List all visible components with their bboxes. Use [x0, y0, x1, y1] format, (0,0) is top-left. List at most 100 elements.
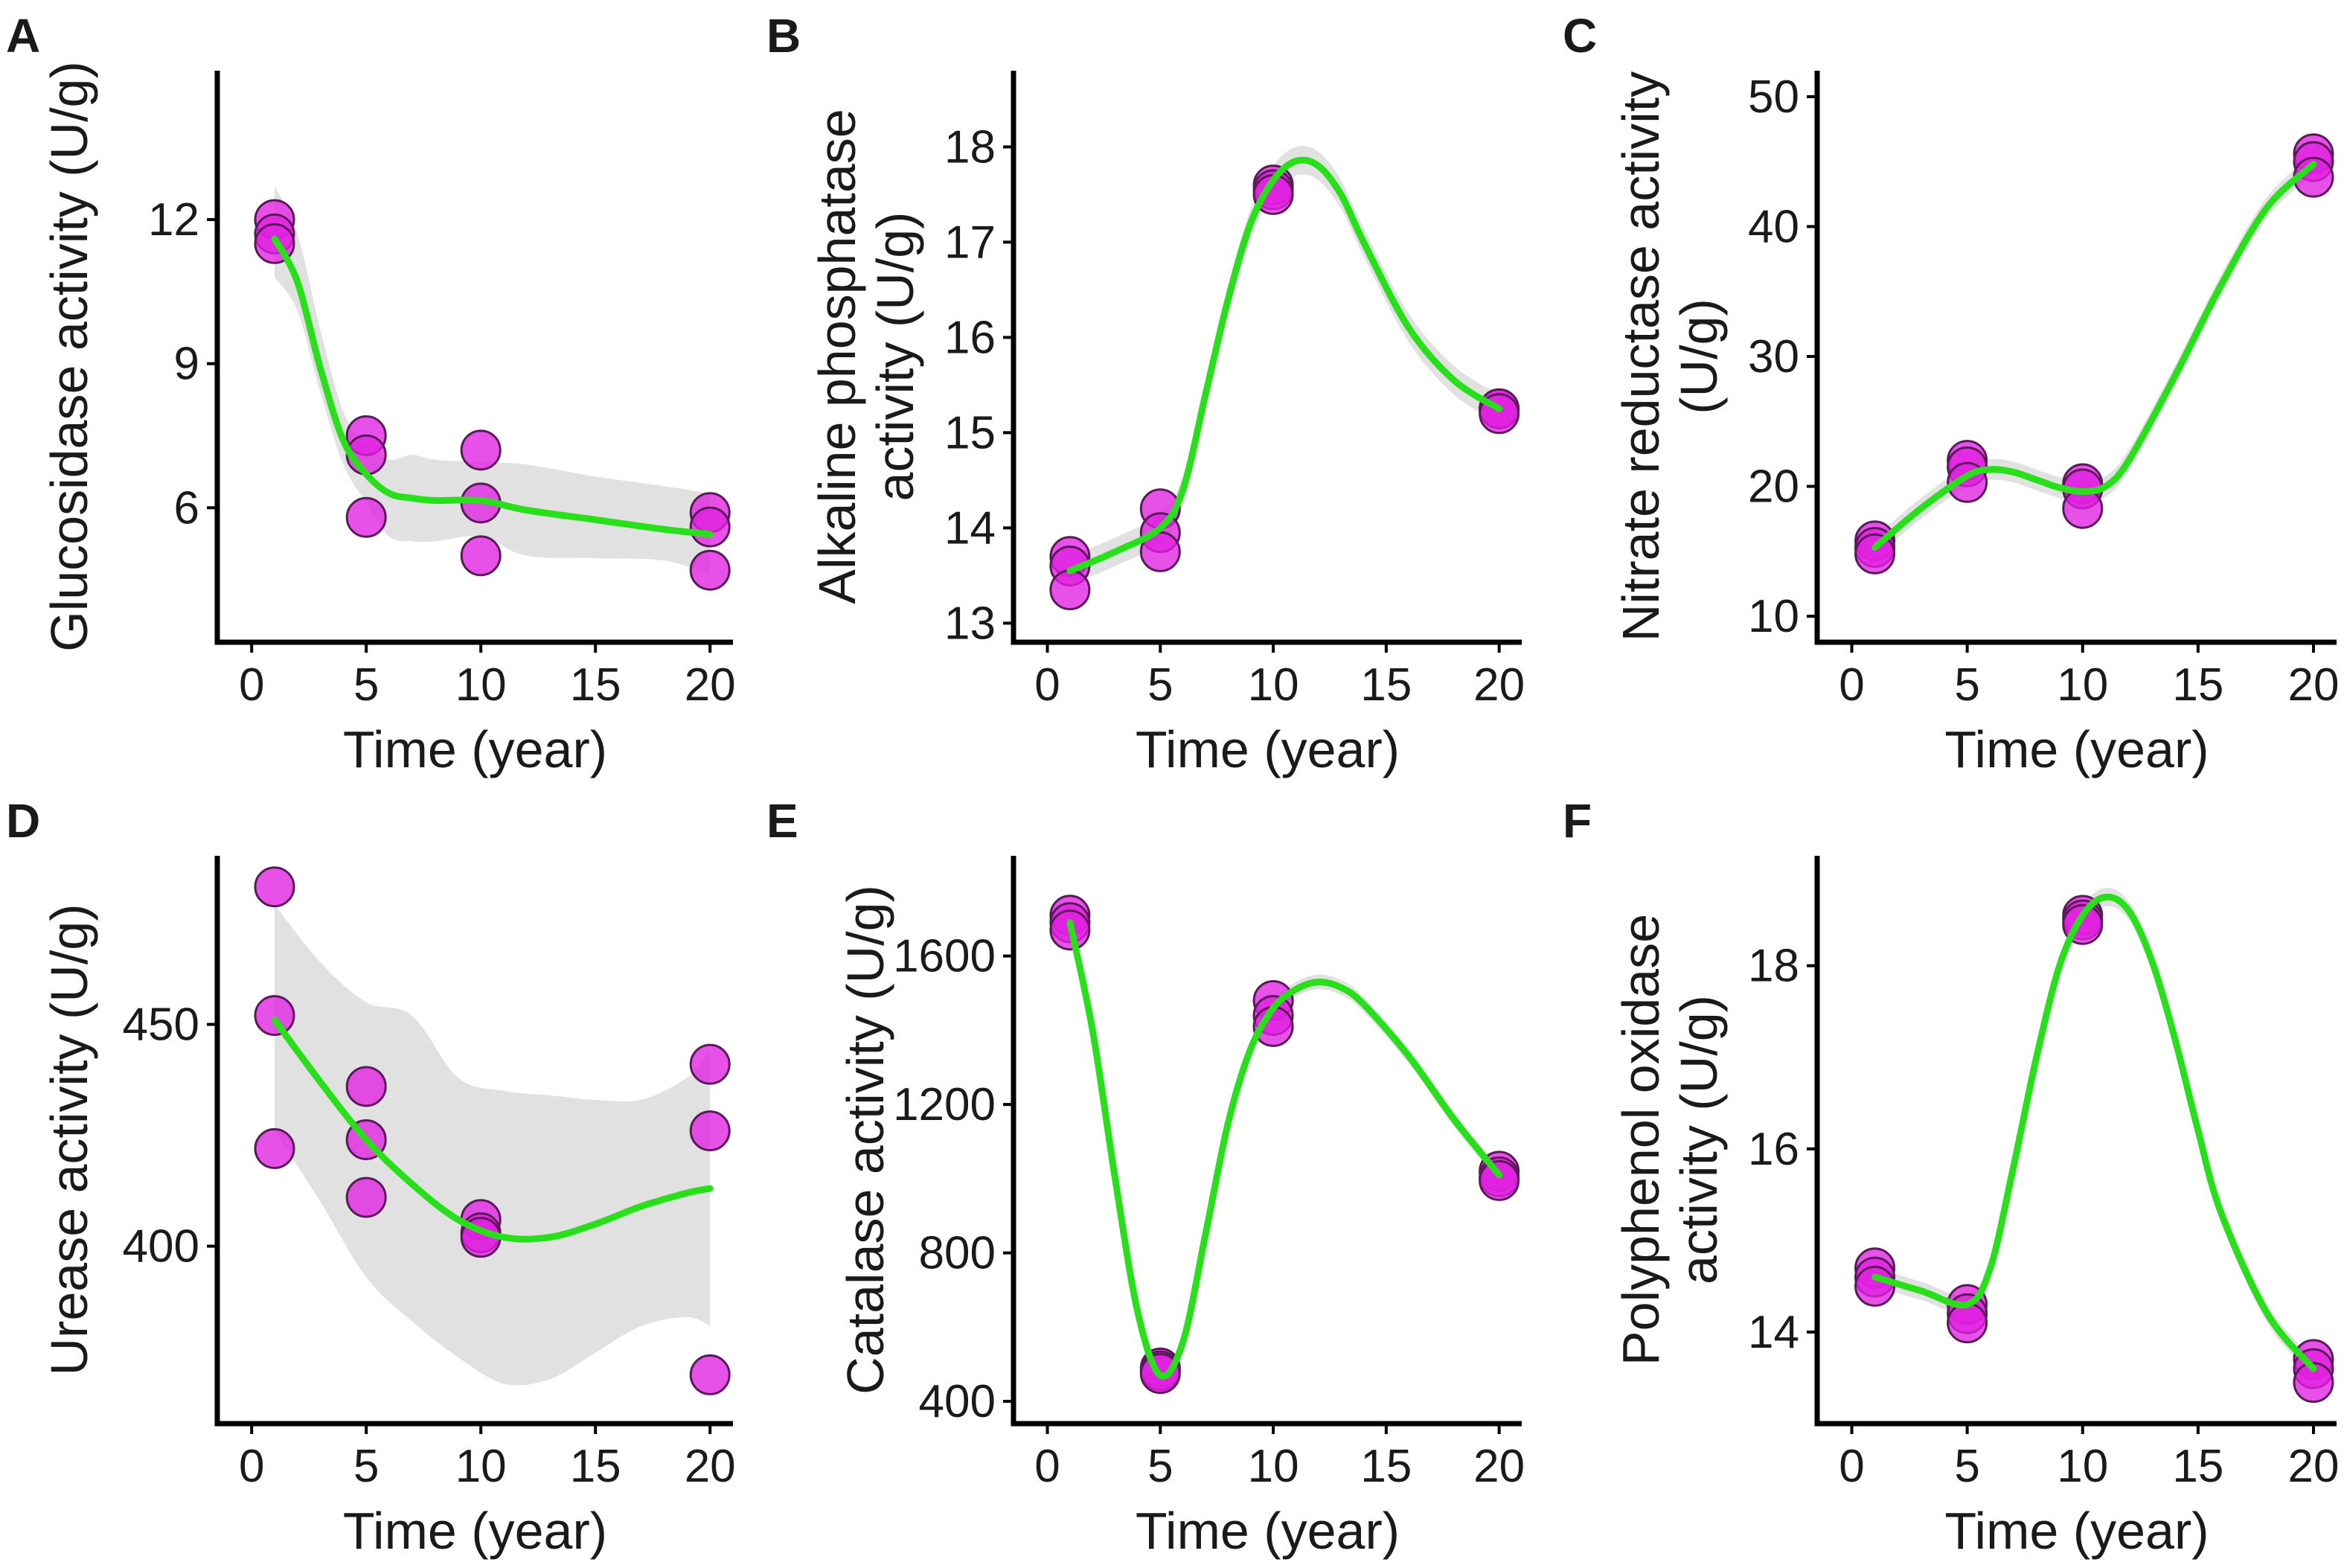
y-axis-title: (U/g): [1670, 298, 1728, 415]
trend-line: [1066, 919, 1503, 1380]
panel-b: B 0 5 10 15 20 13 14 15 16 17 18 Time (year) Alkaline…: [766, 9, 1525, 778]
trend-line: [1871, 161, 2317, 551]
y-tick-label: 800: [919, 1228, 996, 1279]
x-tick-label: 5: [1954, 659, 1979, 711]
x-tick-label: 5: [1147, 659, 1173, 711]
y-tick-label: 30: [1748, 331, 1799, 383]
y-tick-label: 12: [148, 194, 199, 246]
panel-a: A 0 5 10 15 20 6 9 12 Time (year) Glucosidase acti…: [6, 9, 736, 778]
panel-letter: E: [766, 794, 798, 848]
data-point: [1854, 1265, 1896, 1307]
panel-c: C 0 5 10 15 20 10 20 30 40 50 Time (year) Nitrate re…: [1563, 9, 2339, 778]
y-axis-title: Catalase activity (U/g): [836, 885, 894, 1395]
x-tick-label: 20: [1473, 1441, 1525, 1492]
x-tick-label: 0: [239, 1441, 264, 1492]
x-tick-label: 15: [1360, 659, 1412, 711]
y-tick-label: 400: [123, 1221, 199, 1273]
data-point: [345, 496, 387, 538]
x-tick-label: 20: [1473, 659, 1525, 711]
x-tick-label: 10: [2057, 659, 2108, 711]
y-tick-label: 15: [944, 407, 996, 458]
x-tick-label: 10: [455, 659, 507, 711]
y-tick-label: 400: [919, 1376, 996, 1427]
x-tick-label: 15: [570, 1441, 621, 1492]
x-tick-label: 15: [2172, 1441, 2223, 1492]
x-tick-label: 20: [685, 659, 736, 711]
data-point: [345, 1177, 387, 1218]
data-point: [1049, 569, 1091, 611]
data-point: [2062, 487, 2104, 529]
y-tick-label: 20: [1748, 461, 1799, 513]
x-axis-title: Time (year): [1944, 1502, 2209, 1560]
y-axis-title: activity (U/g): [866, 212, 924, 502]
y-tick-label: 50: [1748, 71, 1799, 123]
panel-letter: A: [6, 9, 40, 63]
y-axis-title: Polyphenol oxidase: [1612, 914, 1670, 1366]
data-point: [254, 1127, 295, 1169]
x-tick-label: 0: [1839, 659, 1864, 711]
trend-line: [271, 235, 714, 538]
x-tick-label: 5: [353, 659, 379, 711]
x-tick-label: 10: [1248, 659, 1299, 711]
y-tick-label: 450: [123, 999, 199, 1051]
panel-f: F 0 5 10 15 20 14 16 18 Time (year) Polyphenol oxi…: [1563, 794, 2339, 1560]
data-point: [254, 995, 295, 1037]
x-tick-label: 0: [1034, 659, 1060, 711]
data-point: [460, 429, 502, 471]
x-tick-label: 20: [2287, 659, 2339, 711]
y-tick-label: 18: [1748, 941, 1799, 992]
x-axis-title: Time (year): [343, 720, 607, 778]
y-tick-label: 10: [1748, 591, 1799, 642]
x-tick-label: 0: [1839, 1441, 1864, 1492]
panel-letter: D: [6, 794, 40, 848]
data-point: [689, 506, 731, 548]
x-tick-label: 0: [1034, 1441, 1060, 1492]
x-tick-label: 0: [239, 659, 264, 711]
y-tick-label: 14: [1748, 1307, 1799, 1358]
panel-letter: F: [1563, 794, 1592, 848]
confidence-band: [275, 185, 711, 575]
x-tick-label: 5: [353, 1441, 379, 1492]
y-tick-label: 16: [1748, 1124, 1799, 1175]
x-tick-label: 10: [2057, 1441, 2108, 1492]
data-point: [1139, 531, 1181, 572]
x-axis-title: Time (year): [1136, 720, 1400, 778]
x-tick-label: 15: [2172, 659, 2223, 711]
data-point: [689, 1043, 731, 1085]
data-point: [689, 1354, 731, 1395]
data-point: [460, 535, 502, 577]
data-point: [2293, 1362, 2334, 1404]
x-tick-label: 10: [1248, 1441, 1299, 1492]
y-tick-label: 40: [1748, 201, 1799, 252]
data-point: [1479, 1159, 1520, 1201]
confidence-band: [275, 904, 711, 1386]
y-tick-label: 1600: [893, 931, 996, 982]
y-tick-label: 13: [944, 598, 996, 649]
y-axis-title: Glucosidase activity (U/g): [40, 61, 98, 652]
data-point: [1947, 1302, 1988, 1344]
trend-line: [1871, 893, 2317, 1372]
y-axis-title: Alkaline phosphatase: [808, 109, 866, 604]
data-point: [689, 1110, 731, 1152]
panel-letter: B: [766, 9, 801, 63]
y-tick-label: 14: [944, 502, 996, 554]
y-tick-label: 17: [944, 217, 996, 268]
x-axis-title: Time (year): [1136, 1502, 1400, 1560]
x-tick-label: 5: [1954, 1441, 1979, 1492]
y-tick-label: 16: [944, 312, 996, 363]
x-axis-title: Time (year): [1944, 720, 2209, 778]
y-tick-label: 9: [174, 339, 199, 390]
confidence-band: [1069, 145, 1499, 586]
x-tick-label: 20: [2287, 1441, 2339, 1492]
x-tick-label: 10: [455, 1441, 507, 1492]
y-tick-label: 1200: [893, 1079, 996, 1130]
trend-line: [271, 1017, 714, 1243]
y-axis-title: activity (U/g): [1670, 995, 1728, 1284]
x-tick-label: 15: [1360, 1441, 1412, 1492]
y-axis-title: Urease activity (U/g): [40, 903, 98, 1375]
confidence-band: [1874, 153, 2313, 558]
data-point: [345, 1066, 387, 1107]
data-point: [689, 549, 731, 591]
x-tick-label: 15: [570, 659, 621, 711]
